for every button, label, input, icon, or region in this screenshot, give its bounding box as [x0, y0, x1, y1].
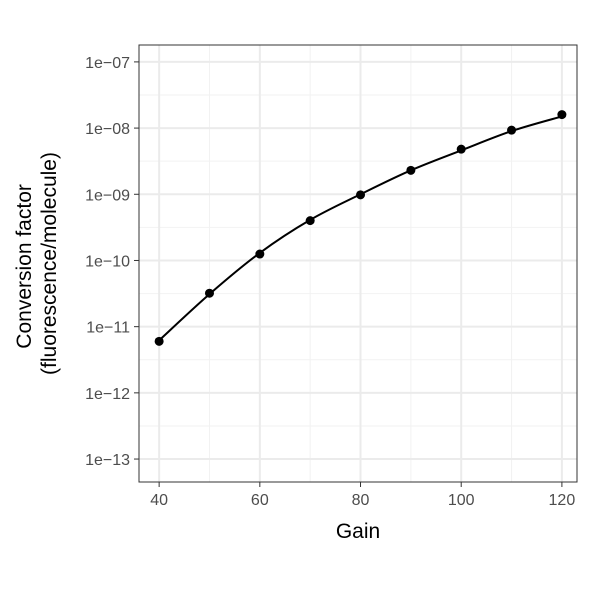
y-axis-title-line-2: (fluorescence/molecule) [38, 152, 61, 375]
x-axis-title: Gain [336, 520, 380, 543]
data-point [557, 110, 567, 120]
data-point [255, 249, 265, 259]
y-tick-label: 1e−07 [85, 55, 130, 72]
y-tick-label: 1e−08 [85, 121, 130, 138]
x-tick-label: 100 [448, 492, 475, 509]
y-tick-label: 1e−11 [86, 320, 130, 337]
tick-labels: 40 60 80 100 120 1e−13 1e−12 1e−11 1e−10 1e−09 1e−… [85, 55, 575, 509]
data-point [305, 216, 315, 226]
data-point [356, 190, 366, 200]
y-tick-label: 1e−12 [85, 386, 130, 403]
data-point [204, 288, 214, 298]
x-tick-label: 60 [251, 492, 269, 509]
data-point [154, 336, 164, 346]
y-axis-title: Conversion factor (fluorescence/molecule… [13, 152, 61, 375]
y-tick-label: 1e−09 [85, 187, 130, 204]
x-tick-label: 120 [549, 492, 576, 509]
y-tick-label: 1e−10 [85, 253, 130, 270]
y-axis-title-line-1: Conversion factor [13, 184, 36, 349]
y-tick-label: 1e−13 [85, 452, 130, 469]
grid-lines [139, 45, 577, 482]
x-tick-label: 80 [352, 492, 370, 509]
data-point [507, 125, 517, 135]
data-point [456, 144, 466, 154]
panel-border [138, 44, 578, 483]
axis-ticks [134, 61, 563, 487]
data-layer [154, 110, 567, 346]
data-point [406, 165, 416, 175]
x-tick-label: 40 [150, 492, 168, 509]
